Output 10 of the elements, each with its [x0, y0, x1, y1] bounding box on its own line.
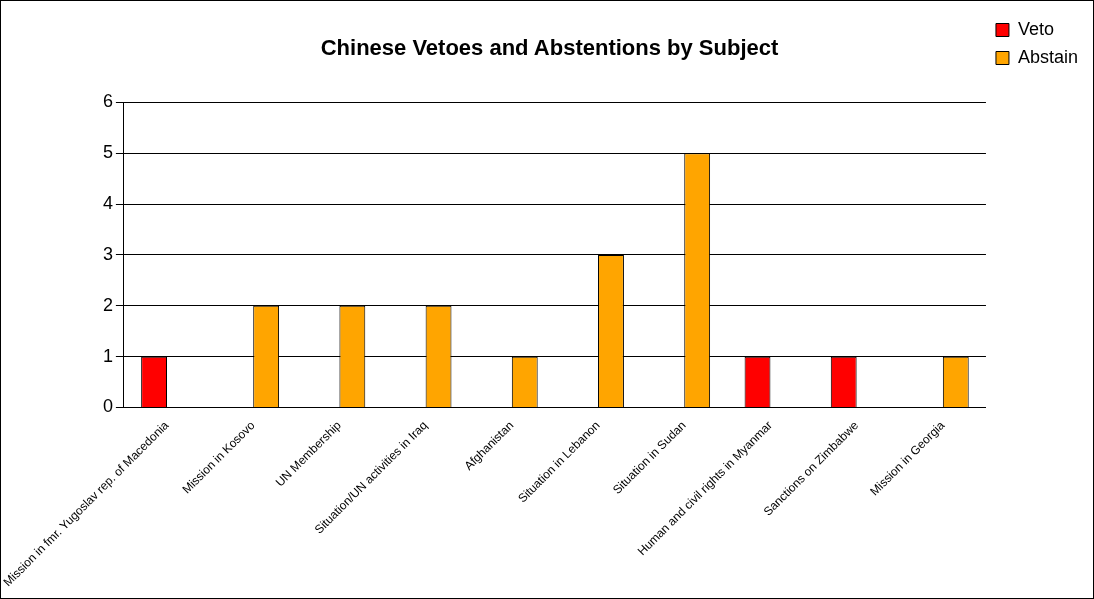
y-tick-label: 4	[102, 193, 113, 214]
y-tick-label: 5	[102, 142, 113, 163]
y-tick-label: 6	[102, 91, 113, 112]
y-tick-label: 3	[102, 243, 113, 264]
y-tick-label: 2	[102, 294, 113, 315]
chart-title: Chinese Vetoes and Abstentions by Subject	[320, 35, 779, 61]
legend-label: Veto	[1017, 18, 1055, 39]
y-tick-label: 1	[102, 345, 113, 366]
y-tick-label: 0	[102, 396, 113, 417]
legend-label: Abstain	[1017, 46, 1079, 67]
